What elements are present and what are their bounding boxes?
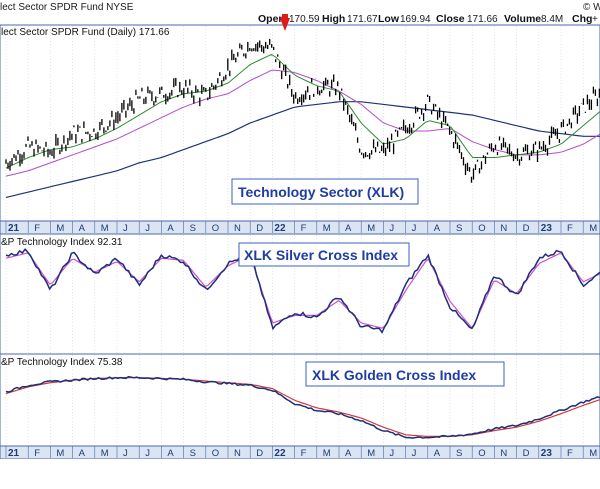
axis-tick-label: J (412, 448, 417, 459)
volume-value: 8.4M (541, 14, 563, 25)
header-copyright: © W (583, 2, 600, 13)
axis-tick-label: N (500, 448, 507, 459)
axis-tick-label: F (567, 448, 573, 459)
open-label: Open (258, 13, 285, 25)
axis-tick-label: 22 (274, 223, 286, 234)
silver-callout: XLK Silver Cross Index (238, 242, 410, 267)
axis-tick-label: A (167, 448, 174, 459)
axis-tick-label: A (79, 223, 86, 234)
axis-tick-label: M (367, 223, 375, 234)
price-series-group (5, 38, 600, 198)
axis-tick-label: M (56, 223, 64, 234)
price-callout-text: Technology Sector (XLK) (238, 184, 404, 200)
price-callout-box (231, 178, 419, 205)
price-callout: Technology Sector (XLK) (231, 178, 419, 205)
axis-tick-label: A (434, 223, 441, 234)
axis-tick-label: J (145, 223, 150, 234)
axis-tick-label: M (323, 223, 331, 234)
axis-tick-label: J (145, 448, 150, 459)
axis-tick-label: S (456, 223, 462, 234)
golden-pane-label: &P Technology Index 75.38 (1, 357, 123, 368)
axis-tick-label: D (523, 223, 530, 234)
axis-tick-label: F (301, 223, 307, 234)
axis-tick-label: M (56, 448, 64, 459)
axis-tick-label: M (101, 223, 109, 234)
header-bar: lect Sector SPDR Fund NYSE © W Open 170.… (0, 2, 600, 25)
axis-tick-label: O (212, 448, 219, 459)
header-title: lect Sector SPDR Fund NYSE (0, 2, 134, 13)
golden-callout-text: XLK Golden Cross Index (312, 367, 476, 383)
axis-tick-label: N (500, 223, 507, 234)
peak-marker-icon (280, 18, 290, 31)
axis-tick-label: O (212, 223, 219, 234)
axis-tick-label: D (523, 448, 530, 459)
golden-callout-box (305, 361, 505, 387)
silver-index-line (5, 248, 600, 334)
volume-label: Volume (504, 13, 541, 25)
axis-tick-label: O (478, 223, 485, 234)
golden-callout: XLK Golden Cross Index (305, 361, 505, 387)
axis-tick-label: M (323, 448, 331, 459)
golden-index-line (5, 375, 600, 439)
silver-pane-label: &P Technology Index 92.31 (1, 237, 123, 248)
month-axis-bottom: 21FMAMJJASOND22FMAMJJASOND23FMA (5, 446, 597, 459)
axis-tick-label: M (367, 448, 375, 459)
peak-marker-stem (282, 14, 288, 20)
axis-tick-label: F (567, 223, 573, 234)
axis-tick-label: N (234, 448, 241, 459)
axis-tick-label: 22 (274, 448, 286, 459)
axis-tick-label: F (34, 223, 40, 234)
axis-tick-label: 23 (541, 223, 553, 234)
ma-long-line (5, 101, 600, 198)
high-value: 171.67 (347, 14, 378, 25)
axis-tick-label: S (190, 448, 196, 459)
axis-tick-label: S (190, 223, 196, 234)
close-value: 171.66 (467, 14, 498, 25)
axis-tick-label: A (434, 448, 441, 459)
axis-tick-label: F (301, 448, 307, 459)
silver-callout-text: XLK Silver Cross Index (244, 247, 398, 263)
axis-tick-label: N (234, 223, 241, 234)
axis-tick-label: M (589, 223, 597, 234)
axis-tick-label: A (167, 223, 174, 234)
axis-tick-label: 21 (8, 448, 20, 459)
axis-tick-label: A (79, 448, 86, 459)
axis-tick-label: M (101, 448, 109, 459)
axis-tick-label: J (389, 223, 394, 234)
silver-series-group (5, 248, 600, 334)
axis-tick-label: J (412, 223, 417, 234)
axis-tick-label: J (123, 448, 128, 459)
high-label: High (322, 13, 345, 25)
axis-tick-label: J (123, 223, 128, 234)
axis-tick-label: D (256, 448, 263, 459)
axis-tick-label: 23 (541, 448, 553, 459)
ma-mid-line (5, 69, 600, 177)
axis-tick-label: O (478, 448, 485, 459)
axis-tick-label: A (345, 448, 352, 459)
month-axis-top: 21FMAMJJASOND22FMAMJJASOND23FMA (5, 221, 597, 234)
price-pane-label: lect Sector SPDR Fund (Daily) 171.66 (1, 27, 170, 38)
low-label: Low (378, 13, 400, 25)
open-value: 170.59 (289, 14, 320, 25)
close-label: Close (436, 13, 465, 25)
chg-label: Chg (572, 13, 592, 25)
footer-blank (0, 459, 600, 489)
golden-series-group (5, 375, 600, 439)
axis-tick-label: D (256, 223, 263, 234)
ma-short-line (5, 53, 600, 169)
silver-callout-box (238, 242, 410, 267)
chg-value: + (592, 14, 598, 25)
axis-tick-label: F (34, 448, 40, 459)
axis-tick-label: M (589, 448, 597, 459)
axis-tick-label: J (389, 448, 394, 459)
low-value: 169.94 (400, 14, 431, 25)
axis-tick-label: 21 (8, 223, 20, 234)
golden-grid (5, 355, 584, 445)
axis-tick-label: S (456, 448, 462, 459)
axis-tick-label: A (345, 223, 352, 234)
